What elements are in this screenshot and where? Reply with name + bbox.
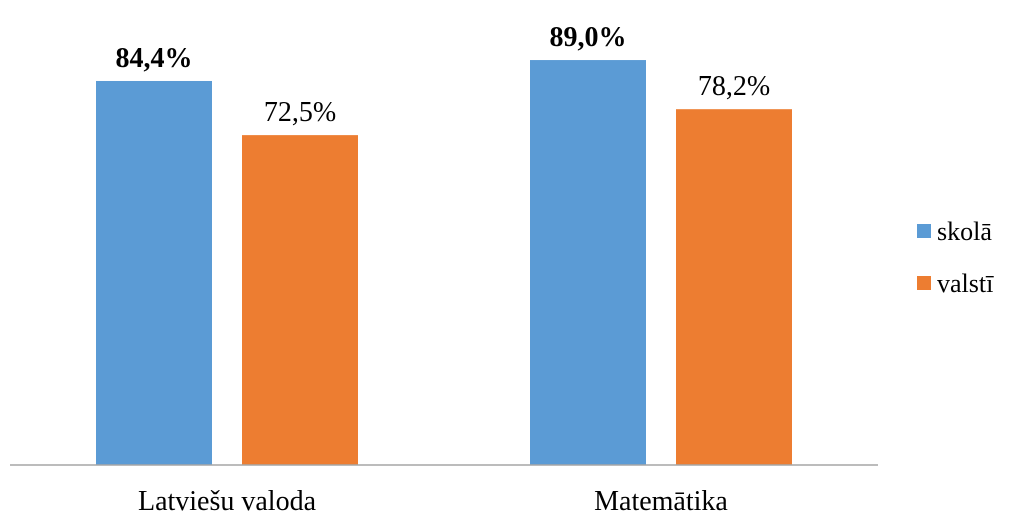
legend: skolā valstī <box>917 217 994 298</box>
bar-skola-2 <box>530 60 646 466</box>
x-tick-label: Matemātika <box>594 486 728 516</box>
legend-label: skolā <box>937 217 992 246</box>
bars-layer <box>96 60 792 466</box>
x-tick-label: Latviešu valoda <box>138 486 317 516</box>
data-label: 72,5% <box>264 97 336 128</box>
data-label: 84,4% <box>116 43 193 74</box>
bar-valsti-2 <box>676 109 792 465</box>
bar-skola-1 <box>96 80 212 465</box>
legend-swatch <box>917 276 931 290</box>
legend-swatch <box>917 224 931 238</box>
bar-valsti-1 <box>242 135 358 465</box>
legend-label: valstī <box>937 269 994 298</box>
data-label: 78,2% <box>698 71 770 102</box>
data-label: 89,0% <box>550 22 627 53</box>
x-tick-labels-layer: Latviešu valoda Matemātika <box>138 486 728 517</box>
data-labels-layer: 84,4% 72,5% 89,0% 78,2% <box>116 22 771 128</box>
